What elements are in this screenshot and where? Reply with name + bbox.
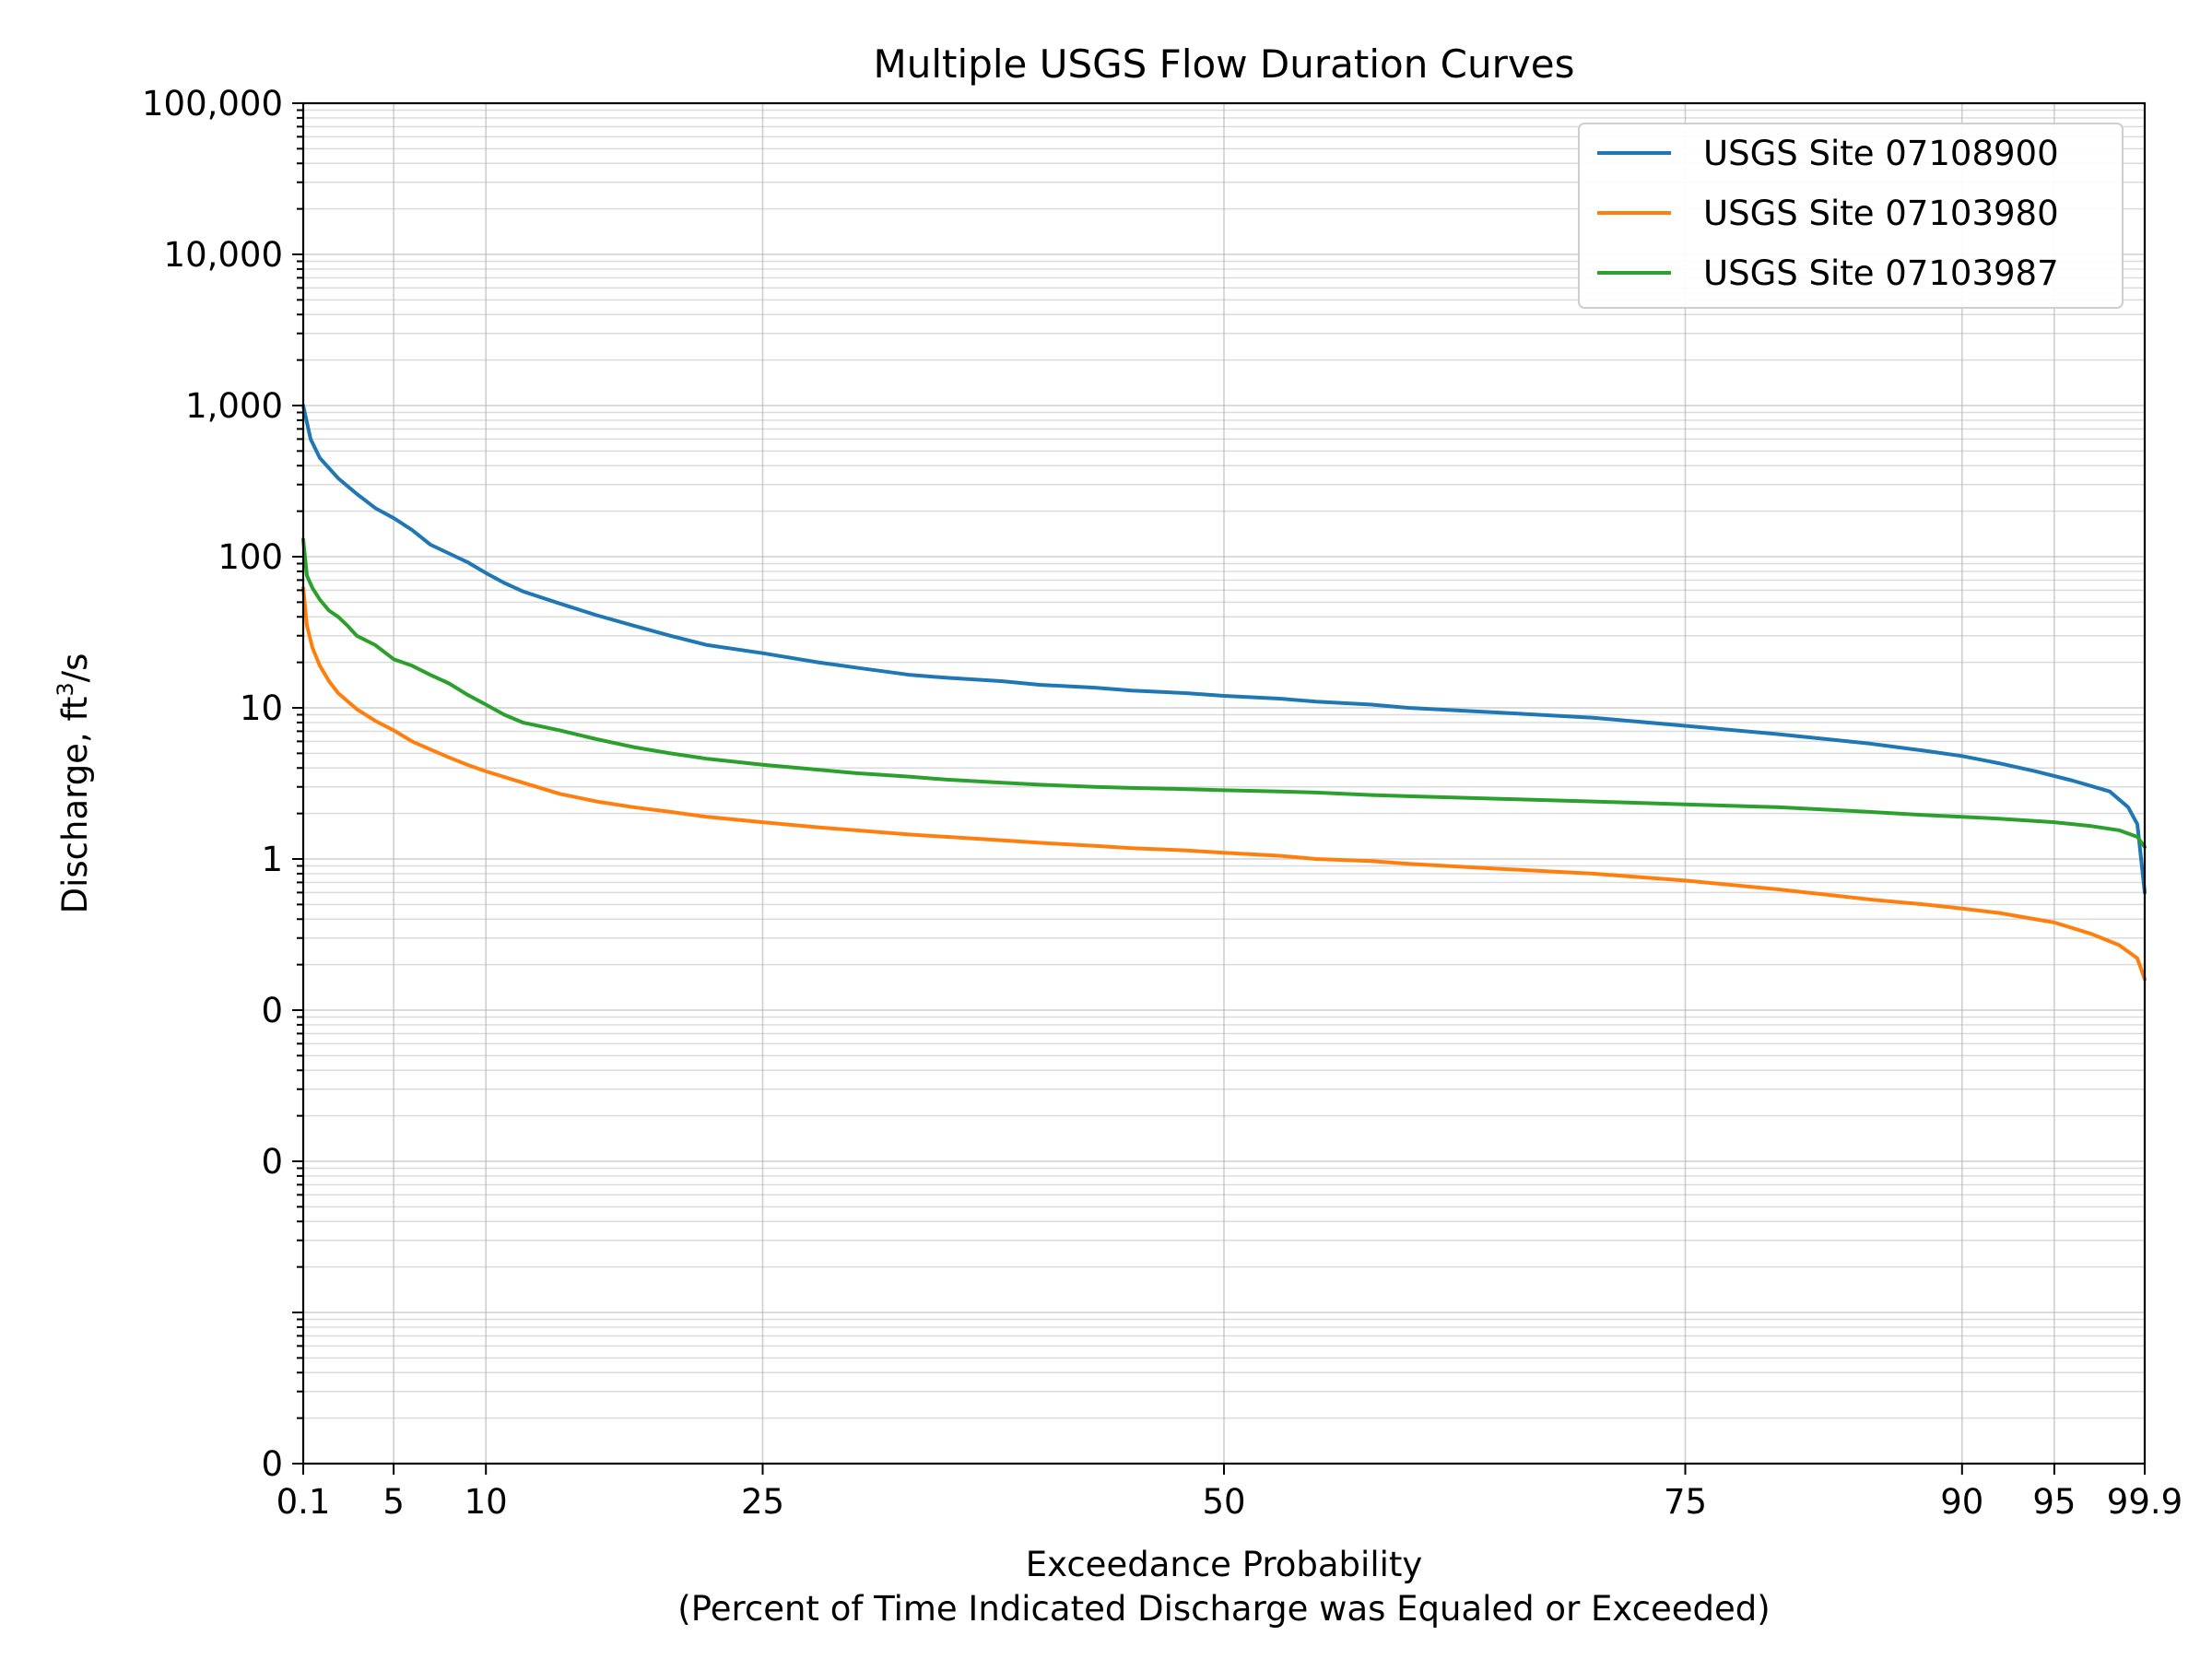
series-line-2 — [301, 586, 2147, 982]
y-tick-label: 100,000 — [142, 84, 283, 124]
legend: USGS Site 07108900 USGS Site 07103980 USGS… — [1578, 123, 2124, 309]
x-tick-label: 50 — [1202, 1482, 1245, 1522]
legend-label-2: USGS Site 07103980 — [1703, 194, 2059, 233]
x-tick-label: 25 — [741, 1482, 784, 1522]
x-tick-label: 75 — [1664, 1482, 1707, 1522]
y-axis-label-superscript: 3 — [53, 682, 78, 696]
series-line-3 — [301, 537, 2147, 849]
series-layer — [301, 404, 2147, 982]
y-tick-label: 100 — [218, 537, 283, 577]
chart-title: Multiple USGS Flow Duration Curves — [874, 41, 1575, 87]
x-tick-label: 99.9 — [2107, 1482, 2183, 1522]
grid-layer — [302, 102, 2146, 1465]
legend-items: USGS Site 07108900 USGS Site 07103980 USGS… — [1597, 134, 2059, 293]
y-tick-label: 10,000 — [164, 235, 283, 275]
x-tick-label: 10 — [465, 1482, 508, 1522]
legend-label-3: USGS Site 07103987 — [1703, 253, 2059, 293]
y-tick-label: 0 — [261, 991, 283, 1030]
x-tick-label: 95 — [2032, 1482, 2076, 1522]
x-tick-label: 90 — [1940, 1482, 1983, 1522]
x-tick-label: 5 — [382, 1482, 405, 1522]
y-tick-label: 10 — [240, 688, 283, 728]
legend-label-1: USGS Site 07108900 — [1703, 134, 2059, 173]
legend-frame — [1578, 123, 2124, 309]
y-axis-label-prefix: Discharge, ft — [55, 697, 95, 914]
y-axis-label: Discharge, ft3/s — [53, 653, 95, 914]
y-axis-label-suffix: /s — [55, 653, 95, 683]
x-tick-label: 0.1 — [276, 1482, 331, 1522]
y-tick-label: 0 — [261, 1142, 283, 1182]
y-tick-label: 0 — [261, 1444, 283, 1484]
x-axis-label: Exceedance Probability — [1026, 1545, 1423, 1584]
y-tick-label: 1 — [261, 840, 283, 879]
y-tick-label: 1,000 — [185, 386, 283, 426]
x-axis-sublabel: (Percent of Time Indicated Discharge was… — [677, 1589, 1770, 1629]
series-line-1 — [301, 404, 2147, 895]
